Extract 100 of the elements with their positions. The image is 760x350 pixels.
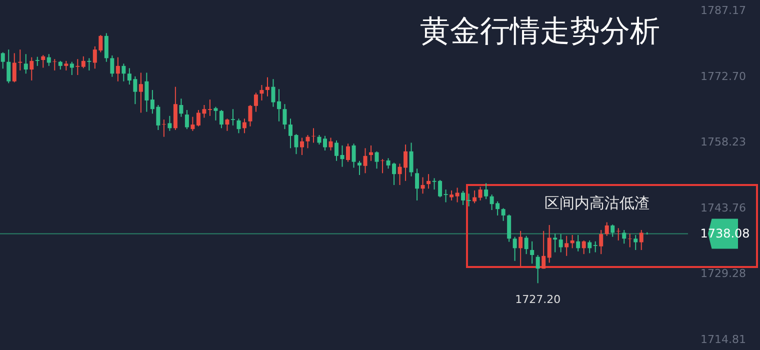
candlestick: [518, 230, 523, 267]
candlestick: [81, 56, 86, 69]
candlestick: [122, 63, 126, 82]
candlestick: [116, 56, 120, 82]
candlestick: [484, 182, 488, 200]
candlestick: [536, 254, 540, 284]
candlestick: [282, 104, 287, 130]
candlestick: [144, 72, 149, 112]
candlestick: [162, 119, 166, 138]
candlestick: [426, 174, 431, 190]
candlestick: [616, 228, 620, 241]
candlestick: [76, 58, 80, 76]
candlestick: [12, 52, 16, 83]
candlestick: [564, 235, 569, 256]
candlestick: [593, 240, 598, 253]
candlestick: [358, 160, 362, 176]
candlestick: [138, 72, 143, 114]
candlestick: [363, 148, 368, 174]
candlestick: [628, 233, 632, 248]
y-tick-label: 1758.23: [700, 136, 746, 149]
candlestick: [380, 158, 385, 174]
candlestick: [328, 137, 333, 151]
candlestick: [179, 98, 184, 118]
candlestick: [444, 189, 448, 203]
annotation: 区间内高沽低渣: [544, 194, 650, 212]
candlestick: [530, 240, 534, 264]
candlestick: [639, 230, 644, 250]
candlestick: [352, 143, 356, 168]
candlestick: [374, 150, 379, 170]
candlestick: [472, 190, 477, 204]
candlestick: [242, 118, 246, 134]
candlestick: [311, 128, 316, 144]
candlestick: [547, 224, 552, 264]
candlestick: [455, 187, 460, 203]
candlestick: [24, 54, 28, 74]
candlestick: [461, 190, 466, 206]
candlestick: [334, 140, 339, 162]
candlestick: [52, 58, 57, 71]
candlestick: [604, 222, 609, 236]
candlestick: [265, 76, 270, 97]
candlestick: [317, 134, 322, 146]
candlestick: [271, 78, 276, 108]
candlestick: [466, 193, 471, 207]
candlestick: [501, 208, 506, 222]
text: 黄金行情走势分析: [420, 14, 660, 49]
candlestick: [553, 233, 558, 253]
candlestick: [110, 54, 114, 78]
candlestick: [276, 88, 281, 122]
y-tick-label: 1772.70: [700, 70, 746, 83]
candlestick: [184, 110, 189, 130]
y-tick-label: 1743.76: [700, 201, 746, 214]
candlestick: [634, 234, 638, 250]
candlestick: [512, 236, 517, 262]
candlestick: [558, 234, 563, 253]
candlestick: [168, 115, 172, 132]
candlestick: [610, 224, 615, 238]
candlestick: [450, 190, 454, 201]
candlestick: [260, 84, 264, 101]
candlestick: [87, 58, 92, 71]
y-tick-label: 1787.17: [700, 4, 746, 18]
candlestick: [369, 144, 374, 162]
candlestick: [248, 104, 252, 127]
candlestick: [306, 134, 310, 149]
candlestick: [582, 240, 586, 255]
candlestick: [104, 32, 108, 62]
candlestick: [409, 142, 414, 177]
y-tick-label: 1714.81: [700, 333, 746, 346]
candlestick: [46, 54, 51, 66]
candlestick: [64, 60, 68, 71]
candlestick: [524, 235, 528, 255]
y-tick-label: 1729.28: [700, 267, 746, 280]
candlestick: [478, 186, 482, 201]
candlestick: [30, 56, 34, 81]
candlestick: [190, 116, 195, 132]
candlestick: [254, 92, 258, 112]
candlestick: [70, 61, 74, 76]
candlestick: [41, 54, 46, 68]
candlestick: [576, 234, 580, 252]
candlestick: [225, 118, 230, 132]
candlestick: [340, 144, 344, 168]
candlestick: [208, 99, 212, 116]
candlestick: [415, 168, 420, 201]
candlestick: [507, 214, 512, 242]
candlestick: [588, 240, 592, 254]
candlestick: [219, 110, 224, 129]
candlestick: [570, 234, 574, 249]
candlestick: [6, 49, 11, 84]
candlestick: [420, 176, 425, 194]
candlestick: [542, 230, 546, 270]
candlestick: [346, 143, 350, 162]
candlestick: [236, 118, 241, 134]
annotation: 1727.20: [515, 293, 561, 306]
candlestick: [323, 135, 327, 151]
candlestick: [230, 108, 235, 126]
candlestick: [622, 230, 626, 244]
candlestick: [0, 52, 5, 70]
candlestick: [214, 106, 218, 121]
candlestick: [35, 56, 40, 66]
candlestick: [300, 137, 304, 156]
candlestick: [599, 230, 604, 255]
